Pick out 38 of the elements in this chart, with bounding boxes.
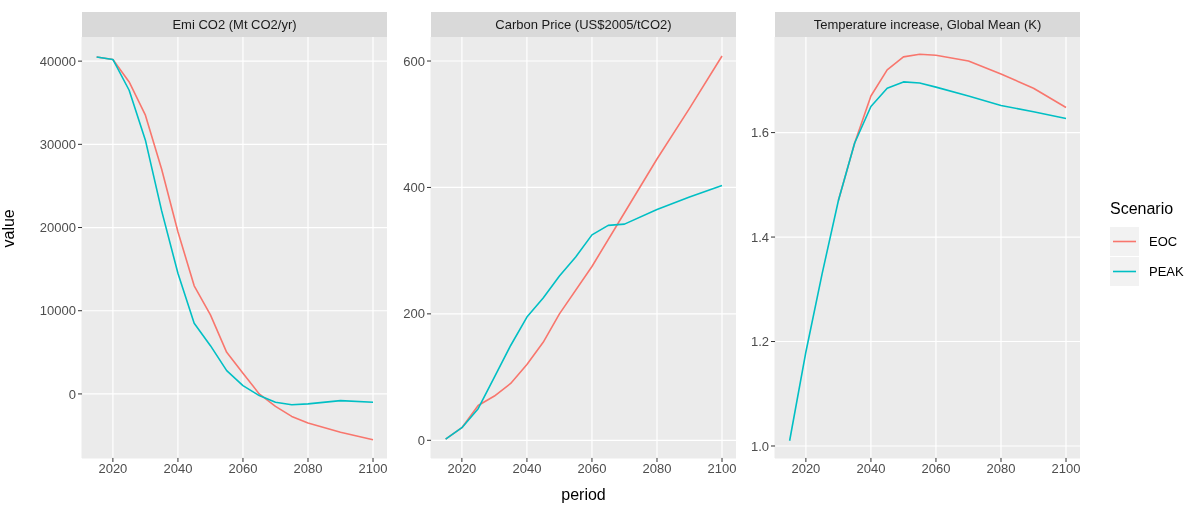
x-tick-label: 2020 bbox=[447, 461, 477, 477]
legend-title: Scenario bbox=[1110, 200, 1175, 218]
y-axis-title: value bbox=[0, 209, 17, 248]
x-tick-label: 2020 bbox=[791, 461, 821, 477]
y-tick-label: 400 bbox=[403, 180, 425, 196]
y-tick-label: 30000 bbox=[39, 136, 76, 152]
line-series bbox=[788, 81, 1067, 442]
x-tick-label: 2040 bbox=[163, 461, 193, 477]
legend-label: EOC bbox=[1149, 233, 1178, 249]
y-tick-label: 20000 bbox=[39, 220, 76, 236]
y-tick-label: 40000 bbox=[39, 53, 76, 69]
chart-title: Temperature increase, Global Mean (K) bbox=[775, 12, 1080, 37]
y-tick-label: 10000 bbox=[39, 303, 76, 319]
y-tick-label: 1.4 bbox=[750, 229, 769, 245]
x-tick-label: 2060 bbox=[228, 461, 258, 477]
x-tick-label: 2100 bbox=[1051, 461, 1081, 477]
y-tick-label: 1.2 bbox=[750, 334, 769, 350]
y-tick-label: 600 bbox=[403, 53, 425, 69]
x-tick-label: 2100 bbox=[358, 461, 388, 477]
y-tick-label: 200 bbox=[403, 306, 425, 322]
x-tick-label: 2100 bbox=[707, 461, 737, 477]
x-tick-label: 2040 bbox=[512, 461, 542, 477]
line-series bbox=[444, 184, 723, 440]
legend-label: PEAK bbox=[1149, 263, 1184, 279]
x-tick-label: 2040 bbox=[856, 461, 886, 477]
x-axis-title: period bbox=[561, 486, 606, 503]
x-tick-label: 2060 bbox=[577, 461, 607, 477]
chart-title: Emi CO2 (Mt CO2/yr) bbox=[82, 12, 387, 37]
x-tick-label: 2060 bbox=[921, 461, 951, 477]
x-tick-label: 2080 bbox=[293, 461, 323, 477]
x-tick-label: 2080 bbox=[986, 461, 1016, 477]
chart-title: Carbon Price (US$2005/tCO2) bbox=[431, 12, 736, 37]
y-tick-label: 1.6 bbox=[750, 125, 769, 141]
y-tick-label: 1.0 bbox=[750, 438, 769, 454]
y-tick-label: 0 bbox=[68, 386, 76, 402]
x-tick-label: 2080 bbox=[642, 461, 672, 477]
x-tick-label: 2020 bbox=[98, 461, 128, 477]
y-tick-label: 0 bbox=[417, 432, 425, 448]
